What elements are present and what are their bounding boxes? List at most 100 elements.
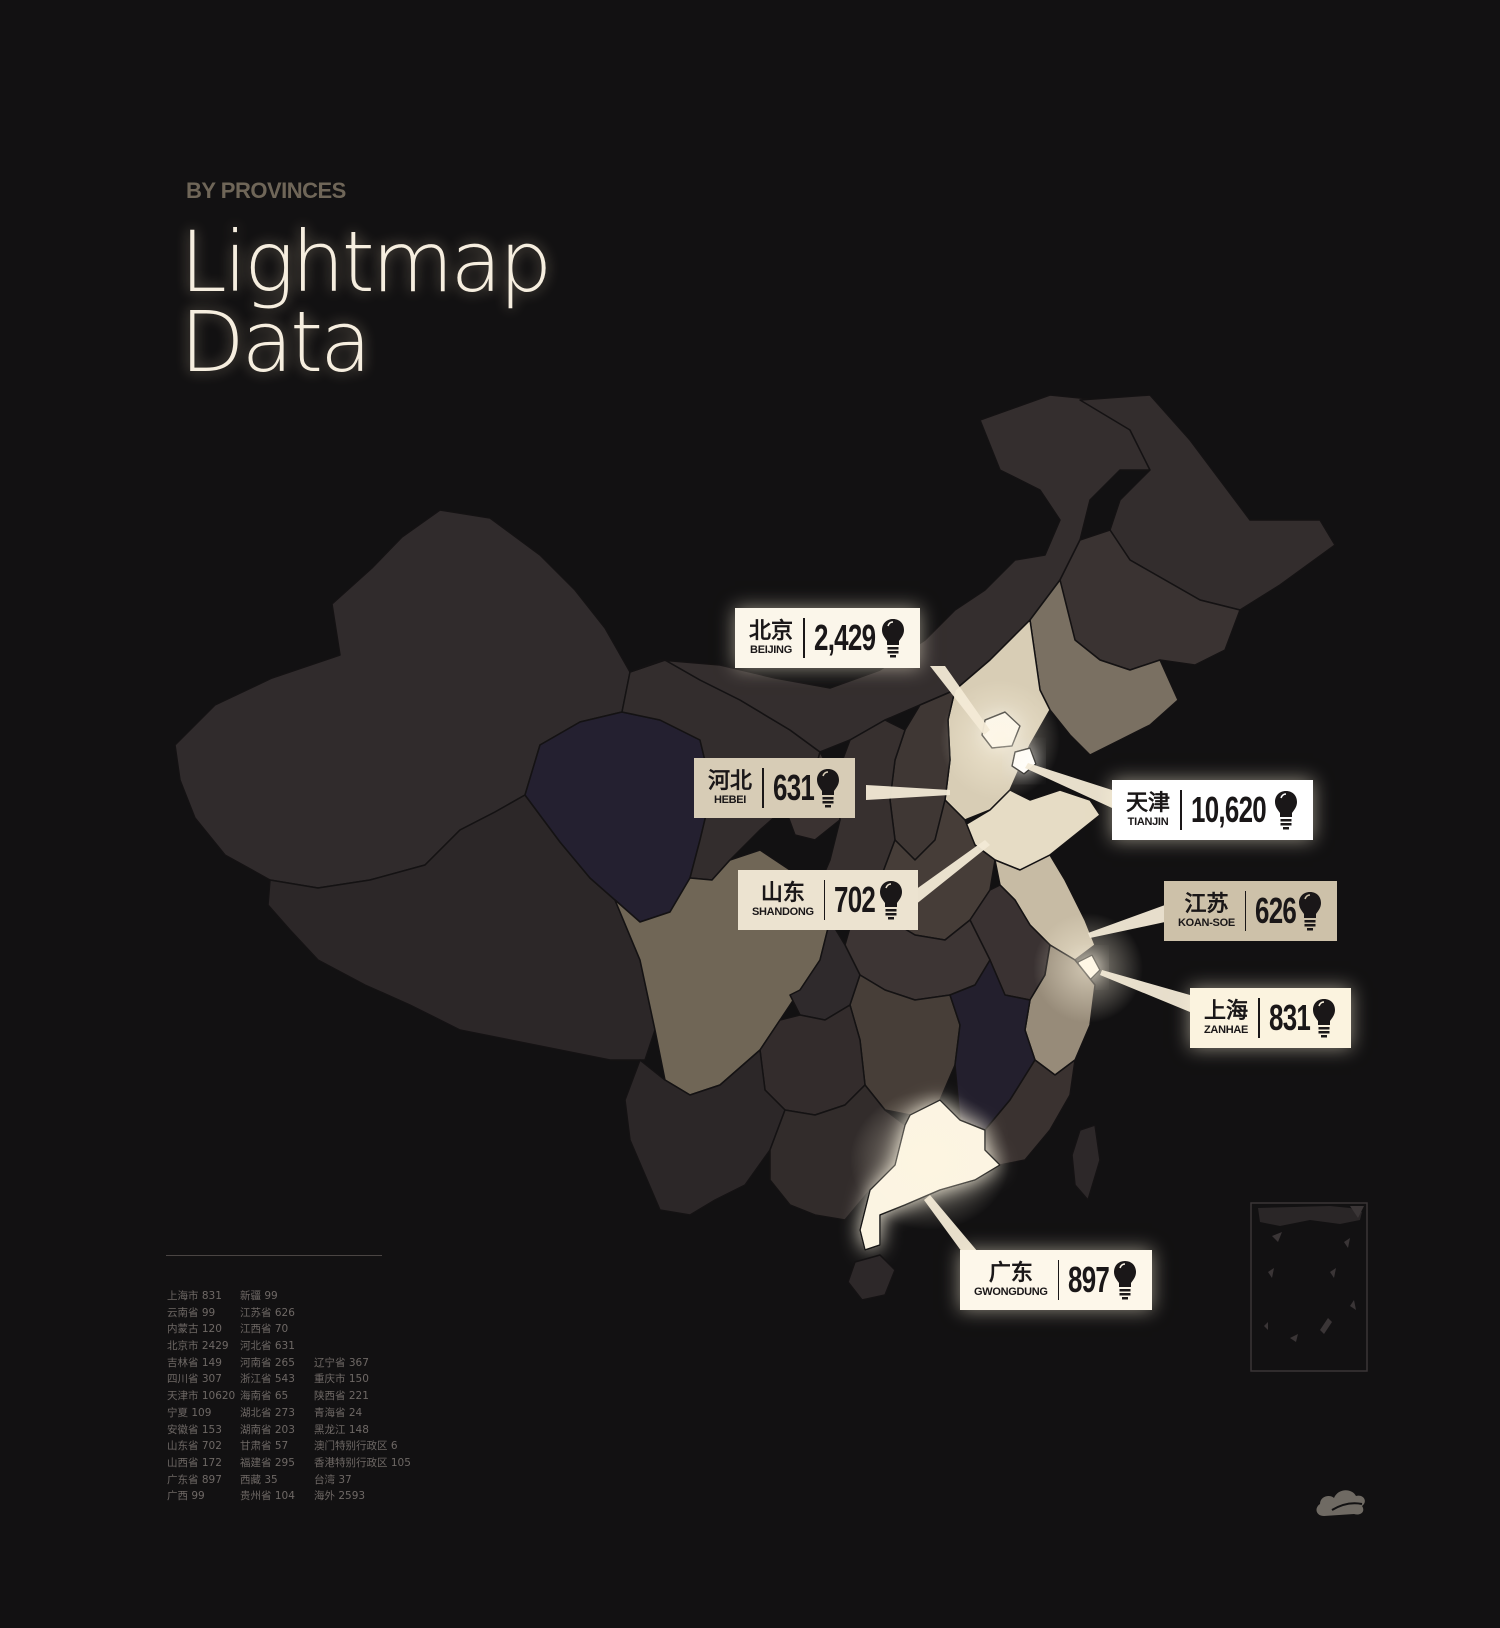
legend-item: 重庆市 150 (314, 1373, 369, 1386)
legend-item: 云南省 99 (167, 1306, 216, 1319)
callout-divider (803, 618, 805, 658)
callout-jiangsu: 江苏 KOAN-SOE 626 (1164, 881, 1338, 941)
page-title: Lightmap Data (180, 213, 552, 391)
glow-halo-guangdong (850, 1090, 1010, 1230)
leader-shanghai (1100, 970, 1190, 1012)
callout-value: 831 (1268, 997, 1311, 1038)
legend-item: 甘肃省 57 (240, 1440, 289, 1453)
title-line-2: Data (180, 293, 372, 391)
callout-en: GWONGDUNG (974, 1286, 1048, 1298)
eyebrow-title: BY PROVINCES (186, 178, 346, 203)
lightbulb-icon (1299, 892, 1322, 931)
callout-divider (1057, 1260, 1060, 1300)
glow-halo-shanghai (1033, 913, 1143, 1023)
callout-value: 631 (772, 767, 815, 808)
callout-en: HEBEI (713, 794, 747, 806)
legend-item: 安徽省 153 (167, 1423, 222, 1436)
legend-item: 湖南省 203 (240, 1423, 295, 1436)
callout-zh: 河北 (708, 769, 753, 794)
legend-item: 海外 2593 (314, 1490, 366, 1503)
lightbulb-icon (1312, 999, 1335, 1038)
callout-divider (1180, 790, 1182, 830)
legend-item: 福建省 295 (240, 1456, 295, 1469)
callout-zh: 山东 (760, 881, 805, 906)
legend-item: 山西省 172 (167, 1456, 222, 1469)
region-yunnan (624, 1049, 786, 1216)
legend-item: 辽宁省 367 (314, 1356, 369, 1369)
callout-value: 897 (1068, 1259, 1110, 1300)
callout-en: SHANDONG (752, 906, 814, 918)
legend-item: 四川省 307 (167, 1373, 222, 1386)
leader-hebei (866, 785, 950, 800)
legend-item: 海南省 65 (240, 1390, 289, 1403)
callout-divider (1244, 891, 1247, 931)
legend-column-3: 辽宁省 367 重庆市 150 陕西省 221 青海省 24 黑龙江 148 澳… (314, 1355, 411, 1505)
legend-divider (166, 1255, 382, 1256)
callout-hebei: 河北 HEBEI 631 (694, 758, 855, 818)
region-hainan (847, 1254, 896, 1301)
leader-guangdong (924, 1195, 978, 1252)
legend-item: 青海省 24 (314, 1406, 363, 1419)
legend-item: 黑龙江 148 (314, 1423, 369, 1436)
callout-value: 2,429 (813, 617, 876, 658)
legend-column-2: 新疆 99 江苏省 626 江西省 70 河北省 631 河南省 265 浙江省… (240, 1288, 295, 1505)
callout-en: ZANHAE (1204, 1024, 1249, 1036)
legend-item: 陕西省 221 (314, 1390, 369, 1403)
region-taiwan (1071, 1124, 1101, 1201)
callout-zh: 北京 (749, 619, 794, 644)
callout-en: TIANJIN (1127, 816, 1169, 828)
callout-tianjin: 天津 TIANJIN 10,620 (1112, 780, 1313, 840)
legend-item: 江苏省 626 (240, 1306, 295, 1319)
legend-item: 河北省 631 (240, 1340, 295, 1353)
legend-item: 香港特别行政区 105 (314, 1456, 411, 1469)
callout-en: BEIJING (750, 644, 792, 656)
south-china-sea-inset (1250, 1202, 1368, 1372)
legend-item: 北京市 2429 (167, 1340, 229, 1353)
legend-item: 广东省 897 (167, 1473, 222, 1486)
legend-item: 贵州省 104 (240, 1490, 295, 1503)
legend-item: 澳门特别行政区 6 (314, 1440, 398, 1453)
lightbulb-icon (1114, 1261, 1137, 1300)
callout-zh: 江苏 (1184, 892, 1229, 917)
lightbulb-icon (1274, 791, 1297, 830)
leader-jiangsu (1088, 905, 1165, 938)
callout-divider (823, 880, 826, 920)
legend-item: 天津市 10620 (167, 1390, 236, 1403)
callout-shandong: 山东 SHANDONG 702 (738, 870, 919, 930)
callout-guangdong: 广东 GWONGDUNG 897 (960, 1250, 1153, 1310)
leader-shandong (915, 840, 990, 905)
callout-en: KOAN-SOE (1178, 917, 1235, 929)
leader-tianjin (1025, 763, 1112, 808)
title-line-1: Lightmap (180, 213, 552, 311)
legend-item: 河南省 265 (240, 1356, 295, 1369)
leader-beijing (930, 666, 990, 735)
legend-item: 山东省 702 (167, 1440, 222, 1453)
callout-divider (1258, 998, 1260, 1038)
legend-item: 内蒙古 120 (167, 1323, 222, 1336)
legend-item: 江西省 70 (240, 1323, 289, 1336)
legend-item: 湖北省 273 (240, 1406, 295, 1419)
legend-item: 上海市 831 (167, 1290, 222, 1302)
callout-zh: 广东 (988, 1261, 1033, 1286)
legend-item: 广西 99 (167, 1490, 205, 1503)
legend-column-1: 上海市 831 云南省 99 内蒙古 120 北京市 2429 吉林省 149 … (167, 1288, 235, 1505)
legend-item: 吉林省 149 (167, 1356, 222, 1369)
lightbulb-icon (881, 619, 904, 658)
callout-value: 702 (834, 879, 876, 920)
legend-item: 宁夏 109 (167, 1406, 212, 1419)
callout-zh: 上海 (1204, 999, 1249, 1024)
callout-beijing: 北京 BEIJING 2,429 (735, 608, 920, 668)
lightbulb-icon (880, 881, 903, 920)
callout-shanghai: 上海 ZANHAE 831 (1190, 988, 1351, 1048)
lightbulb-icon (816, 769, 839, 808)
legend-item: 西藏 35 (240, 1473, 278, 1486)
callout-value: 626 (1255, 890, 1297, 931)
callout-zh: 天津 (1126, 791, 1171, 816)
legend-item: 新疆 99 (240, 1290, 278, 1302)
legend-item: 浙江省 543 (240, 1373, 295, 1386)
callout-value: 10,620 (1190, 789, 1267, 830)
callout-divider (762, 768, 764, 808)
legend-item: 台湾 37 (314, 1473, 352, 1486)
cloud-logo-icon (1316, 1490, 1365, 1516)
